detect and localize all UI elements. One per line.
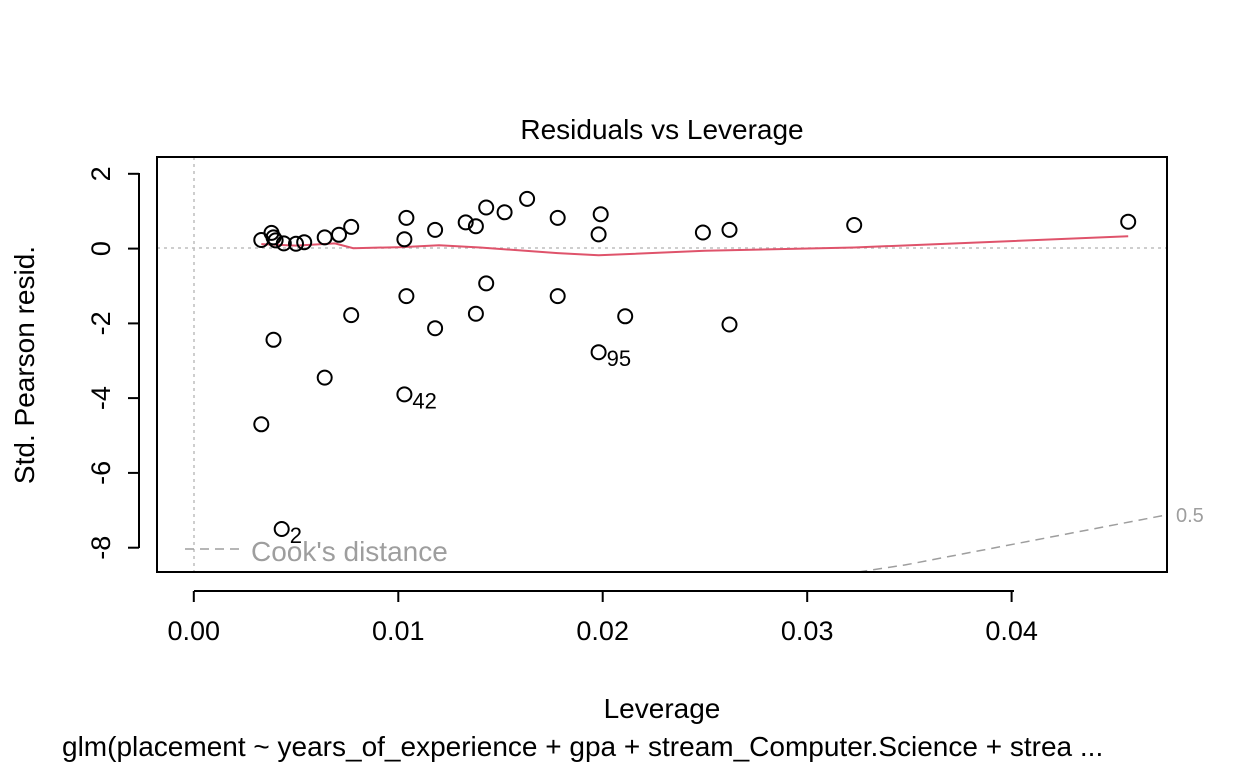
y-tick-label: -8 xyxy=(86,536,116,560)
data-point xyxy=(296,234,313,251)
data-point xyxy=(694,224,711,241)
plot-frame xyxy=(156,156,1168,573)
x-tick-label: 0.04 xyxy=(985,616,1038,646)
data-point xyxy=(316,229,333,246)
data-point xyxy=(398,288,415,305)
cooks-distance-contour xyxy=(858,514,1168,573)
data-point xyxy=(496,204,513,221)
data-point xyxy=(343,307,360,324)
data-points xyxy=(253,190,1137,537)
data-point xyxy=(343,218,360,235)
data-point xyxy=(275,235,292,252)
data-point xyxy=(590,344,607,361)
y-tick-label: -4 xyxy=(86,386,116,410)
x-tick-label: 0.01 xyxy=(372,616,425,646)
data-point xyxy=(721,316,738,333)
point-label-42: 42 xyxy=(412,388,436,413)
point-label-2: 2 xyxy=(290,523,302,548)
plot-area: 95 42 2 Cook's distance xyxy=(156,156,1168,573)
data-point xyxy=(478,199,495,216)
legend: Cook's distance xyxy=(185,536,448,567)
y-tick-label: -2 xyxy=(86,311,116,335)
data-point xyxy=(549,209,566,226)
chart-title: Residuals vs Leverage xyxy=(520,114,803,145)
data-point xyxy=(467,305,484,322)
point-labels: 95 42 2 xyxy=(290,346,631,548)
y-tick-label: 2 xyxy=(86,166,116,181)
y-axis-title: Std. Pearson resid. xyxy=(9,246,40,484)
data-point xyxy=(519,190,536,207)
data-point xyxy=(267,232,284,249)
data-point xyxy=(427,221,444,238)
data-point xyxy=(396,231,413,248)
cooks-contour-label: 0.5 xyxy=(1176,505,1204,527)
data-point xyxy=(331,226,347,243)
data-point xyxy=(427,320,444,337)
data-point xyxy=(273,521,290,537)
data-point xyxy=(846,217,863,233)
model-formula-caption: glm(placement ~ years_of_experience + gp… xyxy=(62,731,1103,762)
data-point xyxy=(467,218,484,235)
data-point xyxy=(288,235,304,252)
legend-label: Cook's distance xyxy=(251,536,448,567)
smoother-line xyxy=(261,235,1129,257)
data-point xyxy=(549,288,566,305)
data-point xyxy=(1120,213,1137,230)
x-axis: 0.00 0.01 0.02 0.03 0.04 xyxy=(168,590,1038,646)
y-tick-label: 0 xyxy=(86,241,116,256)
data-point xyxy=(590,226,607,243)
x-tick-label: 0.03 xyxy=(781,616,834,646)
data-point xyxy=(265,331,282,348)
x-tick-label: 0.02 xyxy=(576,616,629,646)
data-point xyxy=(396,386,413,403)
y-axis: 2 0 -2 -4 -6 -8 xyxy=(86,166,140,560)
data-point xyxy=(592,206,609,223)
data-point xyxy=(316,369,333,386)
x-axis-title: Leverage xyxy=(604,693,721,724)
x-tick-label: 0.00 xyxy=(168,616,221,646)
data-point xyxy=(457,214,474,231)
data-point xyxy=(253,416,270,433)
data-point xyxy=(478,275,495,292)
y-tick-label: -6 xyxy=(86,461,116,485)
point-label-95: 95 xyxy=(607,346,631,371)
data-point xyxy=(721,221,738,238)
data-point xyxy=(617,308,634,325)
data-point xyxy=(398,209,415,226)
